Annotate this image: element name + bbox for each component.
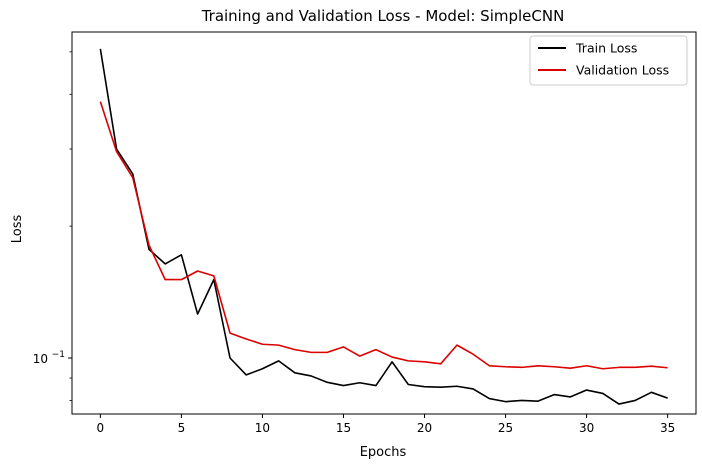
train-loss-line (99, 48, 668, 405)
y-axis: 10 −1 (33, 51, 72, 401)
x-tick-label: 30 (579, 421, 594, 435)
series-layer (99, 48, 668, 405)
y-axis-label: Loss (10, 215, 25, 244)
y-tick-label: 10 (33, 352, 48, 366)
legend-label-validation: Validation Loss (576, 63, 669, 78)
legend: Train Loss Validation Loss (529, 35, 688, 86)
x-tick-label: 15 (336, 421, 351, 435)
x-tick-label: 5 (178, 421, 186, 435)
x-tick-label: 0 (97, 421, 105, 435)
y-tick-label-base: 10 (33, 352, 48, 366)
x-tick-label: 20 (417, 421, 432, 435)
x-axis: 0 5 10 15 20 25 30 35 (97, 414, 675, 435)
x-tick-label: 25 (498, 421, 513, 435)
x-tick-label: 35 (660, 421, 675, 435)
chart-title: Training and Validation Loss - Model: Si… (201, 7, 565, 25)
legend-label-train: Train Loss (575, 41, 637, 56)
plot-area-frame (71, 31, 697, 415)
validation-loss-line (99, 101, 668, 370)
x-tick-label: 10 (255, 421, 270, 435)
legend-box (529, 35, 688, 86)
y-tick-label-exponent: −1 (52, 350, 65, 360)
x-axis-label: Epochs (360, 445, 407, 460)
